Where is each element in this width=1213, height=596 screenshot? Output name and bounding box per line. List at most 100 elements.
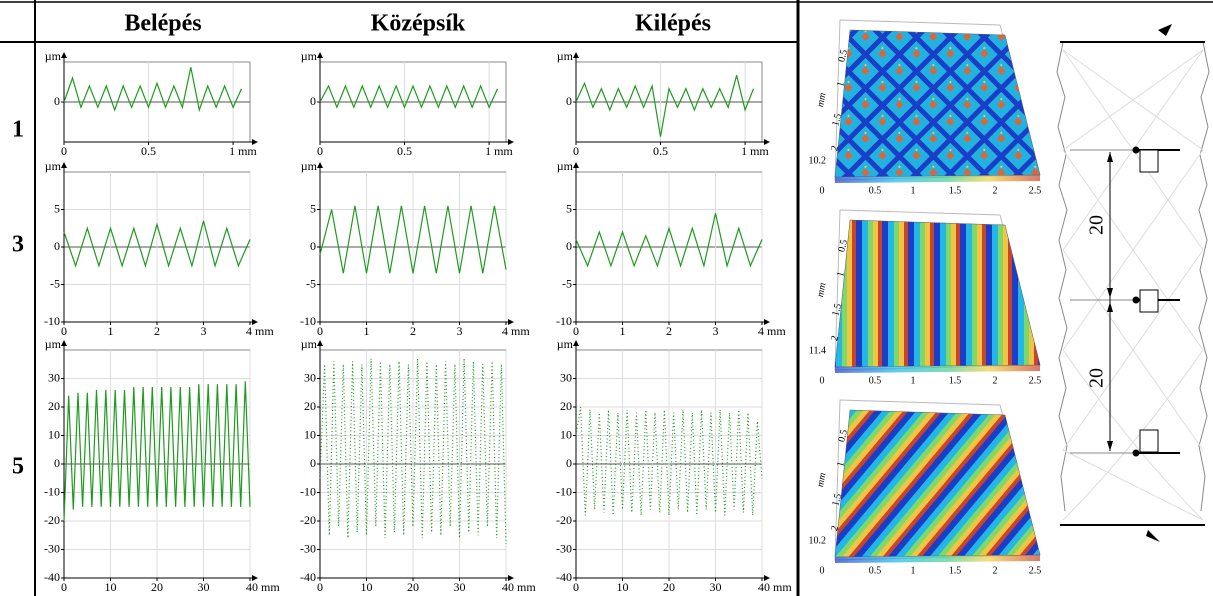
y-tick-label: 1 bbox=[835, 81, 847, 89]
signal-line bbox=[63, 67, 243, 113]
x-tick-label: 1 bbox=[620, 324, 626, 338]
x-tick-label: 1 bbox=[911, 185, 916, 196]
axes bbox=[319, 164, 512, 323]
x-tick-label: 0.5 bbox=[869, 375, 882, 386]
x-tick-label: 3 bbox=[713, 324, 719, 338]
unit-label: mm bbox=[815, 282, 828, 298]
profile-chart: -40 -30 -20 -10 0 10 20 30 0 10 20 30 40 mm µm bbox=[44, 337, 280, 594]
x-tick-label: 2.5 bbox=[1029, 375, 1042, 386]
profile-chart: -40 -30 -20 -10 0 10 20 30 0 10 20 30 40 mm µm bbox=[300, 337, 536, 594]
y-tick-label: -20 bbox=[300, 513, 316, 527]
pattern-diagram bbox=[1056, 24, 1210, 542]
y-tick-label: -30 bbox=[300, 541, 316, 555]
y-tick-label: 0.5 bbox=[836, 49, 850, 64]
x-tick-label: 2 bbox=[666, 324, 672, 338]
y-axis-label: µm bbox=[45, 49, 62, 63]
x-tick-label: 0.5 bbox=[653, 144, 668, 158]
y-tick-label: 5 bbox=[566, 201, 572, 215]
axes bbox=[63, 164, 256, 323]
y-tick-label: 20 bbox=[560, 399, 572, 413]
x-tick-label: 1 bbox=[911, 565, 916, 576]
x-tick-label: 3 bbox=[457, 324, 463, 338]
axes bbox=[575, 54, 768, 143]
axis-arrow bbox=[573, 162, 770, 325]
y-tick-label: 30 bbox=[304, 370, 316, 384]
y-tick-label: 20 bbox=[304, 399, 316, 413]
axes bbox=[63, 342, 256, 579]
y-tick-label: 1.5 bbox=[830, 303, 844, 318]
x-tick-label: 0 bbox=[317, 144, 323, 158]
axes bbox=[319, 342, 512, 579]
surface-plot: 0 0.5 1 1.5 2 2.5 0.5 1 1.5 2 mm 10.2 bbox=[809, 19, 1042, 196]
x-tick-label: 0 bbox=[573, 144, 579, 158]
axis-arrow bbox=[317, 340, 514, 581]
surface bbox=[834, 409, 1041, 558]
y-tick-label: -5 bbox=[562, 276, 572, 290]
y-tick-label: 0 bbox=[54, 239, 60, 253]
row-header: 3 bbox=[12, 232, 24, 258]
y-tick-label: 0.5 bbox=[836, 239, 850, 254]
profile-chart: -10 -5 0 5 0 1 2 3 4 mm µm bbox=[300, 159, 530, 338]
y-tick-label: 1.5 bbox=[830, 493, 844, 508]
x-tick-label: 0.5 bbox=[869, 185, 882, 196]
x-tick-label: 10 bbox=[105, 580, 117, 594]
x-tick-label: 1 bbox=[364, 324, 370, 338]
y-tick-label: -20 bbox=[44, 513, 60, 527]
y-tick-label: 2 bbox=[829, 525, 841, 533]
y-tick-label: 1 bbox=[835, 461, 847, 469]
y-axis-label: µm bbox=[301, 49, 318, 63]
y-tick-label: 1.5 bbox=[830, 113, 844, 128]
signal-line bbox=[63, 220, 251, 269]
y-tick-label: 10 bbox=[304, 427, 316, 441]
profile-chart: 0 0 0.5 1 mm µm bbox=[301, 49, 514, 158]
x-tick-label: 20 bbox=[151, 580, 163, 594]
x-tick-label: 2.5 bbox=[1029, 565, 1042, 576]
y-tick-label: 10 bbox=[560, 427, 572, 441]
y-tick-label: -10 bbox=[44, 484, 60, 498]
y-tick-label: -10 bbox=[556, 314, 572, 328]
x-tick-label: 2.5 bbox=[1029, 185, 1042, 196]
y-tick-label: -30 bbox=[556, 541, 572, 555]
y-axis-label: µm bbox=[557, 337, 574, 351]
x-tick-label: 2 bbox=[154, 324, 160, 338]
signal-line bbox=[63, 381, 251, 522]
unit-label: mm bbox=[815, 472, 828, 488]
y-tick-label: -40 bbox=[44, 570, 60, 584]
y-tick-label: 5 bbox=[54, 201, 60, 215]
x-tick-label: 3 bbox=[201, 324, 207, 338]
y-tick-label: 10 bbox=[48, 427, 60, 441]
y-tick-label: 0 bbox=[566, 94, 572, 108]
y-axis-label: µm bbox=[301, 337, 318, 351]
y-tick-label: 0 bbox=[310, 239, 316, 253]
x-tick-label: 0 bbox=[61, 580, 67, 594]
axes bbox=[575, 164, 768, 323]
y-tick-label: 0 bbox=[566, 456, 572, 470]
x-tick-label: 20 bbox=[407, 580, 419, 594]
x-tick-label: 1.5 bbox=[949, 185, 962, 196]
profile-chart: -10 -5 0 5 0 1 2 3 4 mm µm bbox=[44, 159, 274, 338]
x-tick-label: 1 bbox=[911, 375, 916, 386]
x-tick-label: 1 bbox=[108, 324, 114, 338]
x-tick-label: 1.5 bbox=[949, 565, 962, 576]
axes bbox=[575, 342, 768, 579]
y-axis-label: µm bbox=[45, 337, 62, 351]
row-header: 5 bbox=[12, 454, 24, 480]
x-tick-label: 40 mm bbox=[502, 580, 536, 594]
x-tick-label: 0 bbox=[573, 324, 579, 338]
axis-arrow bbox=[61, 162, 258, 325]
x-tick-label: 2 bbox=[410, 324, 416, 338]
signal-line bbox=[319, 358, 507, 544]
x-tick-label: 20 bbox=[663, 580, 675, 594]
y-tick-label: 30 bbox=[48, 370, 60, 384]
y-axis-label: µm bbox=[557, 49, 574, 63]
surface-base bbox=[835, 555, 1040, 563]
unit-label: mm bbox=[815, 92, 828, 108]
y-tick-label: 0 bbox=[566, 239, 572, 253]
x-tick-label: 30 bbox=[198, 580, 210, 594]
y-tick-label: 5 bbox=[310, 201, 316, 215]
y-tick-label: -40 bbox=[556, 570, 572, 584]
signal-line bbox=[319, 84, 499, 109]
z-range-label: 10.2 bbox=[809, 535, 827, 546]
dimension-label: 20 bbox=[1086, 368, 1108, 388]
